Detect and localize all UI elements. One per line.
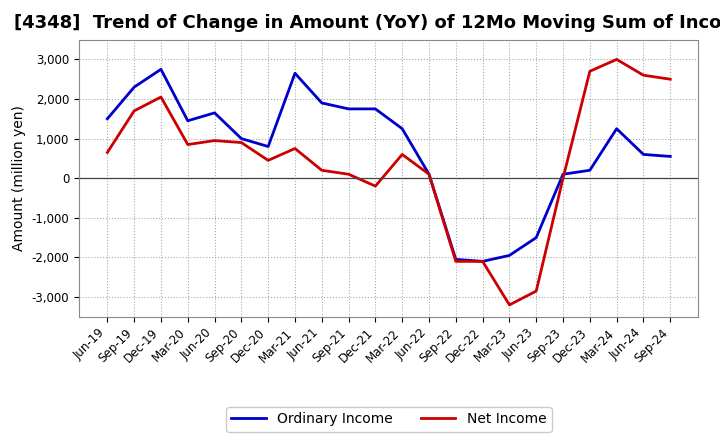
Net Income: [478, 259, 487, 264]
Line: Net Income: Net Income: [107, 59, 670, 305]
Net Income: [639, 73, 648, 78]
Net Income: [291, 146, 300, 151]
Ordinary Income: [639, 152, 648, 157]
Net Income: [505, 302, 514, 308]
Ordinary Income: [398, 126, 407, 131]
Net Income: [318, 168, 326, 173]
Net Income: [559, 176, 567, 181]
Ordinary Income: [478, 259, 487, 264]
Ordinary Income: [130, 84, 138, 90]
Net Income: [344, 172, 353, 177]
Legend: Ordinary Income, Net Income: Ordinary Income, Net Income: [226, 407, 552, 432]
Net Income: [451, 259, 460, 264]
Net Income: [264, 158, 272, 163]
Net Income: [398, 152, 407, 157]
Ordinary Income: [210, 110, 219, 115]
Title: [4348]  Trend of Change in Amount (YoY) of 12Mo Moving Sum of Incomes: [4348] Trend of Change in Amount (YoY) o…: [14, 15, 720, 33]
Ordinary Income: [612, 126, 621, 131]
Ordinary Income: [371, 106, 379, 111]
Ordinary Income: [103, 116, 112, 121]
Ordinary Income: [425, 172, 433, 177]
Net Income: [532, 288, 541, 293]
Net Income: [237, 140, 246, 145]
Ordinary Income: [505, 253, 514, 258]
Net Income: [157, 94, 166, 99]
Net Income: [103, 150, 112, 155]
Y-axis label: Amount (million yen): Amount (million yen): [12, 105, 26, 251]
Ordinary Income: [184, 118, 192, 123]
Ordinary Income: [291, 70, 300, 76]
Ordinary Income: [237, 136, 246, 141]
Ordinary Income: [344, 106, 353, 111]
Net Income: [210, 138, 219, 143]
Ordinary Income: [157, 66, 166, 72]
Ordinary Income: [451, 257, 460, 262]
Ordinary Income: [532, 235, 541, 240]
Net Income: [130, 108, 138, 114]
Net Income: [184, 142, 192, 147]
Ordinary Income: [264, 144, 272, 149]
Net Income: [425, 172, 433, 177]
Ordinary Income: [318, 100, 326, 106]
Ordinary Income: [666, 154, 675, 159]
Ordinary Income: [585, 168, 594, 173]
Net Income: [612, 57, 621, 62]
Line: Ordinary Income: Ordinary Income: [107, 69, 670, 261]
Net Income: [585, 69, 594, 74]
Net Income: [666, 77, 675, 82]
Ordinary Income: [559, 172, 567, 177]
Net Income: [371, 183, 379, 189]
